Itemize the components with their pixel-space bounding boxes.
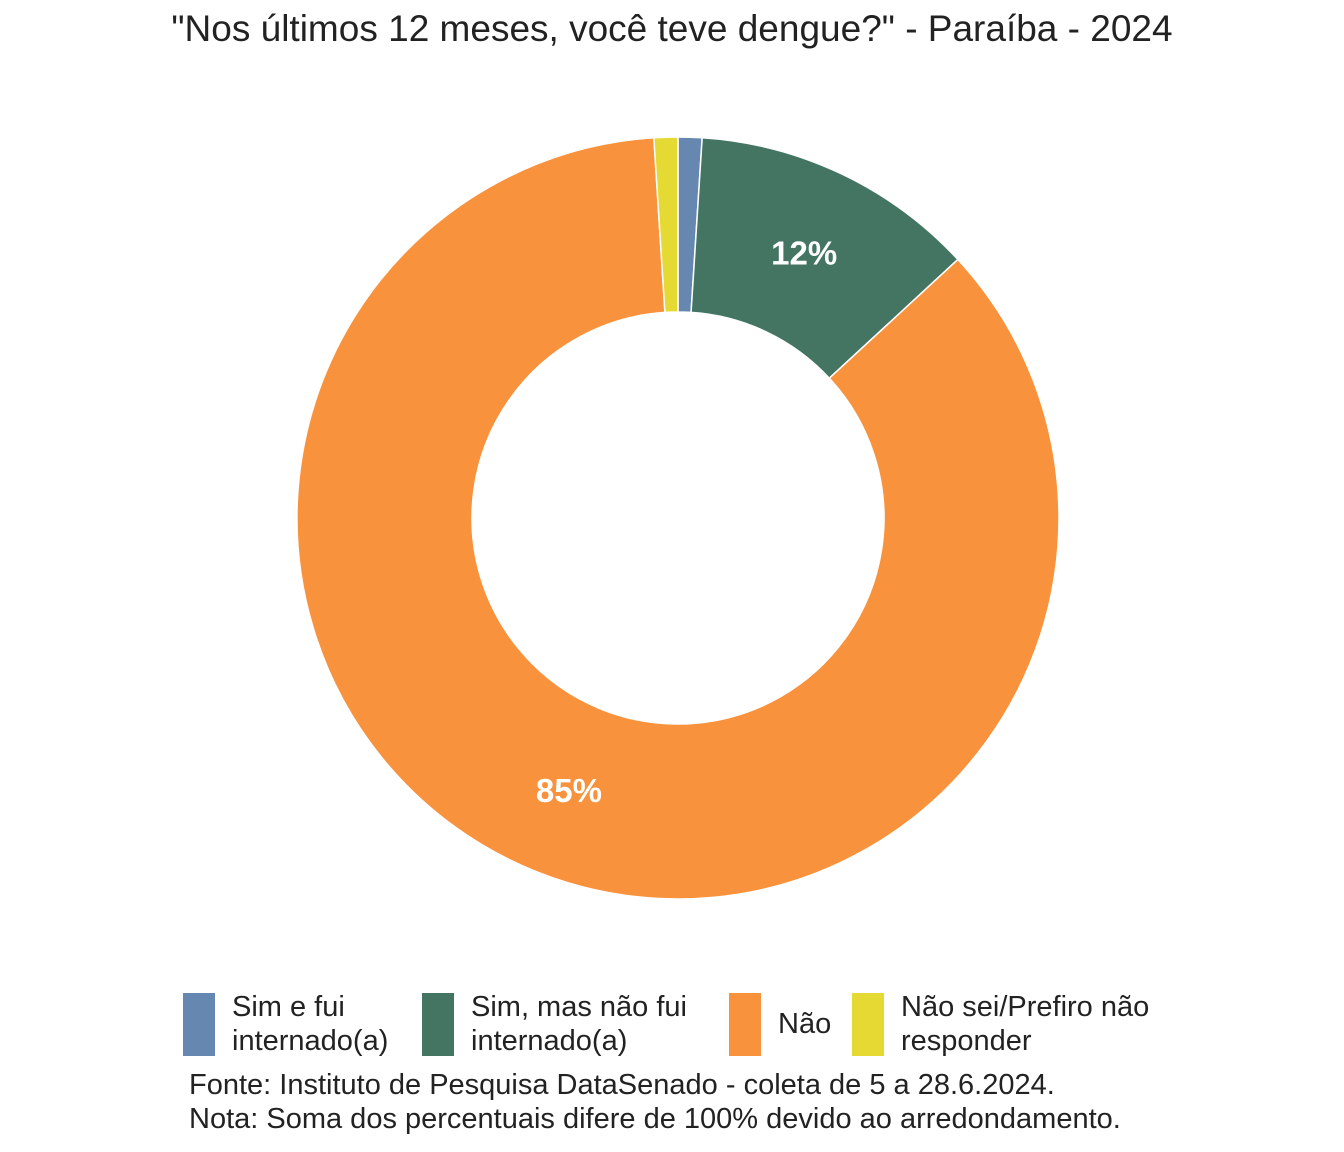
donut-chart: 12% 85% [296,136,1060,900]
data-label-nao: 85% [536,772,602,809]
legend-swatch-nao-sei [852,992,884,1056]
legend-swatch-sim-internado [183,992,215,1056]
legend-swatch-nao [729,992,761,1056]
note-caption: Nota: Soma dos percentuais difere de 100… [189,1103,1121,1135]
donut-slices [296,136,1060,900]
legend-item-sim-nao-internado: Sim, mas não fui internado(a) [422,990,715,1058]
legend-swatch-sim-nao-internado [422,992,454,1056]
donut-data-labels: 12% 85% [536,234,837,808]
chart-title: "Nos últimos 12 meses, você teve dengue?… [171,8,1173,49]
source-caption: Fonte: Instituto de Pesquisa DataSenado … [189,1069,1055,1101]
legend-label-sim-nao-internado: Sim, mas não fui internado(a) [471,991,687,1057]
donut-slice-nao-sei-prefiro-nao-responder [653,136,679,314]
data-label-sim-mas-nao-fui-internado-a: 12% [771,234,837,271]
donut-slice-nao [296,136,1060,900]
legend-item-nao: Não [729,992,838,1056]
legend-label-nao-sei: Não sei/Prefiro não responder [901,991,1150,1057]
legend-label-sim-internado: Sim e fui internado(a) [232,991,389,1057]
legend-item-nao-sei: Não sei/Prefiro não responder [852,990,1191,1058]
legend: Sim e fui internado(a) Sim, mas não fui … [183,990,1205,1058]
legend-label-nao: Não [778,1008,832,1040]
legend-item-sim-internado: Sim e fui internado(a) [183,990,408,1058]
